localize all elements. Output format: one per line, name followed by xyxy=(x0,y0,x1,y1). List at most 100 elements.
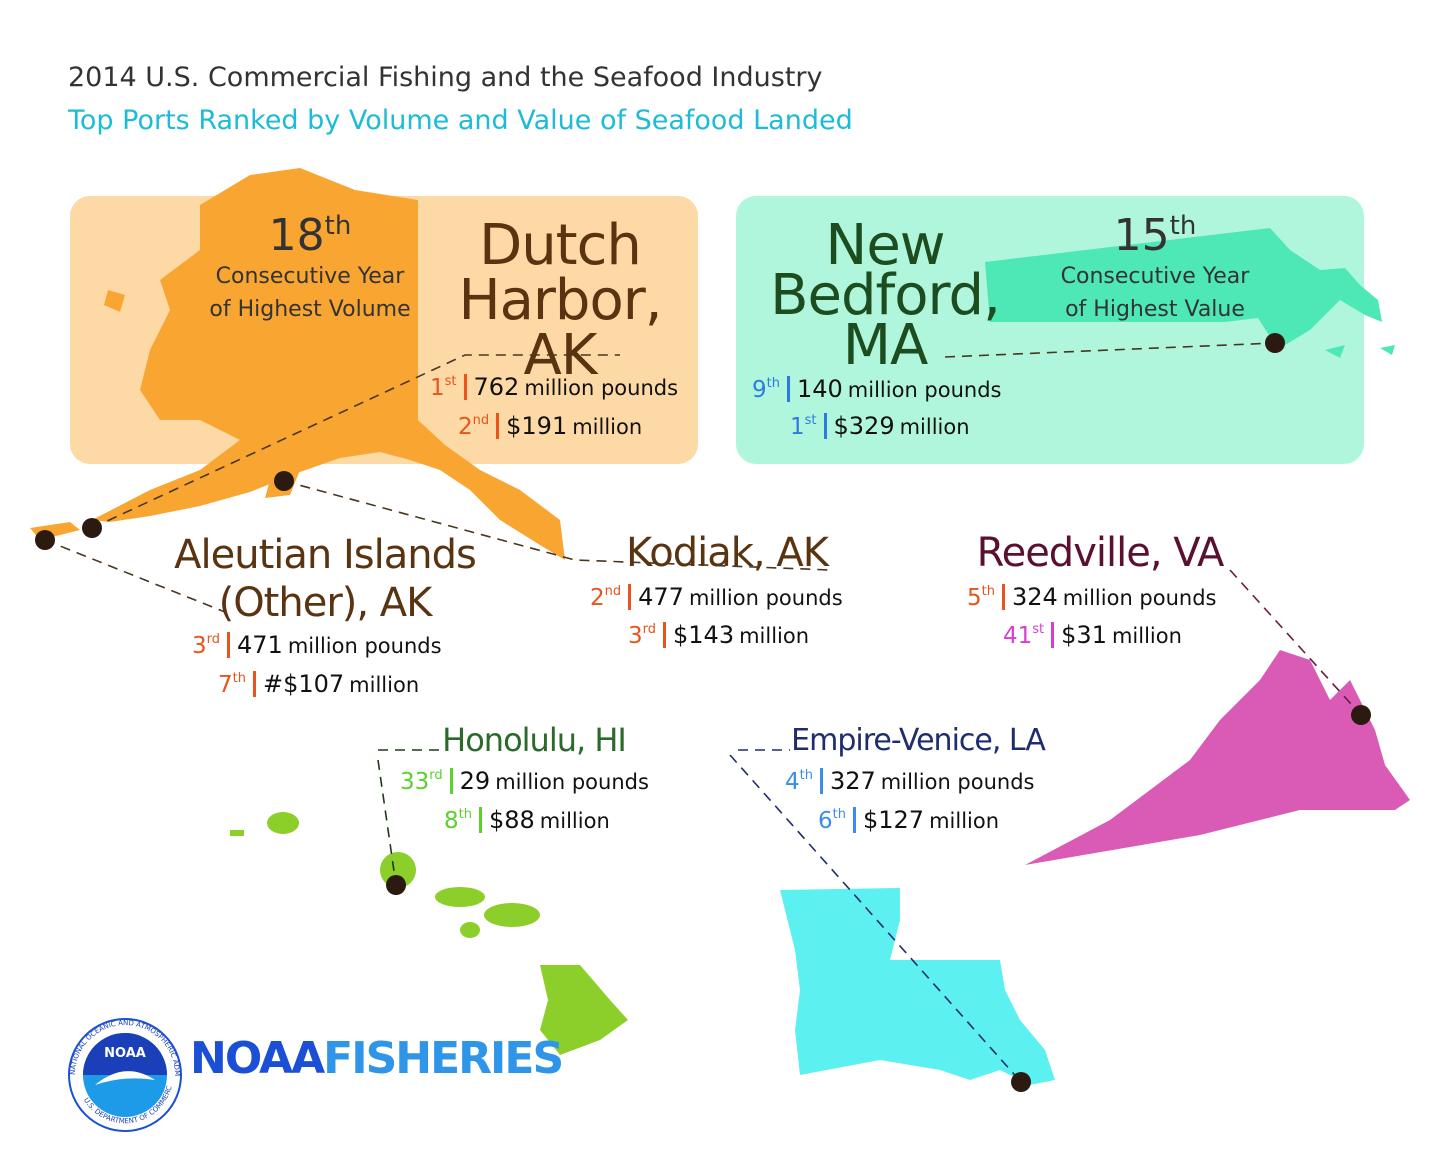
unit: million xyxy=(1111,624,1182,648)
louisiana xyxy=(780,888,1055,1085)
port-name: New xyxy=(825,213,945,278)
unit: million xyxy=(572,415,643,439)
stat-line: 8th $88 million xyxy=(444,807,610,833)
amount: 477 xyxy=(638,583,684,611)
rank-suffix: th xyxy=(799,768,813,783)
amount: 471 xyxy=(237,631,283,659)
rank-suffix: th xyxy=(458,807,472,822)
noaa-logo: NATIONAL OCEANIC AND ATMOSPHERIC ADMINIS… xyxy=(0,0,182,1132)
amount: 140 xyxy=(796,375,843,403)
rank-suffix: th xyxy=(832,807,846,822)
divider xyxy=(663,622,667,648)
streak-num: 15 xyxy=(1113,210,1170,261)
streak: 15th Consecutive Year of Highest Value xyxy=(1060,210,1250,326)
logo-emblem: NOAA xyxy=(104,1046,146,1061)
rank: 5 xyxy=(967,585,982,611)
rank: 8 xyxy=(444,808,459,834)
logo-ring-bottom: U.S. DEPARTMENT OF COMMERCE xyxy=(0,0,174,1125)
streak: 18th Consecutive Year of Highest Volume xyxy=(209,211,411,326)
unit: million pounds xyxy=(524,376,679,400)
divider xyxy=(823,413,827,439)
brand-fisheries: FISHERIES xyxy=(323,1033,564,1084)
rank: 33 xyxy=(400,769,430,795)
hawaii xyxy=(230,812,628,1055)
title: 2014 U.S. Commercial Fishing and the Sea… xyxy=(68,62,823,93)
port-name: (Other), AK xyxy=(218,580,433,626)
rank-suffix: st xyxy=(1032,622,1045,637)
rank: 1 xyxy=(790,414,805,440)
unit: million xyxy=(929,809,1000,833)
stat-line: 33rd 29 million pounds xyxy=(400,768,649,794)
rank: 1 xyxy=(430,375,445,401)
streak-suffix: th xyxy=(324,211,352,241)
stat-line: 1st 762 million pounds xyxy=(430,374,678,400)
rank-suffix: th xyxy=(232,671,246,686)
stat-line: 2nd $191 million xyxy=(458,413,642,439)
port-markers xyxy=(35,333,1371,1092)
rank: 4 xyxy=(785,769,800,795)
amount: $329 xyxy=(833,412,895,440)
rank: 9 xyxy=(752,377,767,403)
unit: million xyxy=(739,624,810,648)
streak-number: 15th xyxy=(1061,210,1250,261)
divider xyxy=(227,632,231,658)
alaska xyxy=(92,168,565,560)
port-name: Honolulu, HI xyxy=(442,721,627,759)
streak-text: of Highest Value xyxy=(1065,297,1245,323)
rank: 6 xyxy=(818,808,833,834)
unit: million pounds xyxy=(847,378,1002,402)
unit: million pounds xyxy=(1062,586,1217,610)
rank: 41 xyxy=(1003,623,1033,649)
stat-line: 1st $329 million xyxy=(790,413,970,439)
unit: million pounds xyxy=(495,770,649,794)
rank: 3 xyxy=(192,633,207,659)
rank-suffix: rd xyxy=(206,632,221,647)
leader-lines xyxy=(44,342,1362,1083)
unit: million xyxy=(539,809,610,833)
divider xyxy=(478,807,482,833)
port-name: Aleutian Islands xyxy=(174,532,477,578)
streak-suffix: th xyxy=(1169,211,1197,241)
streak-text: Consecutive Year xyxy=(1060,264,1250,290)
brand: NOAAFISHERIES xyxy=(190,1037,564,1081)
amount: 762 xyxy=(473,373,520,401)
divider xyxy=(496,413,500,439)
port-name: Empire-Venice, LA xyxy=(791,723,1046,758)
streak-text: Consecutive Year xyxy=(215,264,405,290)
rank: 2 xyxy=(590,585,605,611)
port-name: MA xyxy=(842,313,929,378)
port-name: Dutch xyxy=(479,213,642,278)
port-name: Harbor, xyxy=(458,268,662,333)
brand-noaa: NOAA xyxy=(190,1033,325,1084)
stat-line: 3rd 471 million pounds xyxy=(192,632,442,658)
amount: $191 xyxy=(506,412,568,440)
unit: million xyxy=(349,673,420,697)
unit: million pounds xyxy=(287,634,442,658)
rank: 3 xyxy=(628,623,643,649)
unit: million pounds xyxy=(880,770,1035,794)
divider xyxy=(252,671,256,697)
amount: 327 xyxy=(829,767,876,795)
streak-text: of Highest Volume xyxy=(209,297,411,323)
stat-line: 6th $127 million xyxy=(818,807,999,833)
logo-ring-top: NATIONAL OCEANIC AND ATMOSPHERIC ADMINIS… xyxy=(0,0,181,1076)
port-name: Kodiak, AK xyxy=(626,530,829,576)
divider xyxy=(463,374,467,400)
amount: $31 xyxy=(1061,621,1107,649)
rank-suffix: th xyxy=(981,584,995,599)
virginia xyxy=(1025,650,1410,865)
divider xyxy=(449,768,453,794)
rank: 2 xyxy=(458,414,473,440)
amount: $127 xyxy=(862,806,925,834)
logo-ring-bottom-text: U.S. DEPARTMENT OF COMMERCE xyxy=(0,0,174,1125)
amount: $88 xyxy=(488,806,535,834)
unit: million pounds xyxy=(688,586,843,610)
divider xyxy=(1051,622,1055,648)
rank-suffix: st xyxy=(444,374,457,389)
amount: 29 xyxy=(459,767,491,795)
port-name: Bedford, xyxy=(770,263,1001,328)
divider xyxy=(852,807,856,833)
port-name: AK xyxy=(523,323,597,388)
logo-ring-top-text: NATIONAL OCEANIC AND ATMOSPHERIC ADMINIS… xyxy=(0,0,181,1076)
stat-line: 7th #$107 million xyxy=(218,671,419,697)
